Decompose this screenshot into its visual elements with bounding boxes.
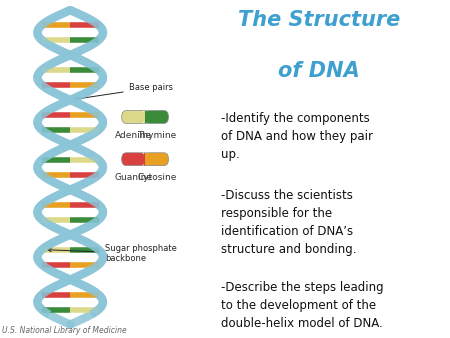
- Text: -Discuss the scientists
responsible for the
identification of DNA’s
structure an: -Discuss the scientists responsible for …: [221, 189, 356, 256]
- Text: -Identify the components
of DNA and how they pair
up.: -Identify the components of DNA and how …: [221, 112, 373, 161]
- FancyBboxPatch shape: [145, 153, 168, 166]
- Text: Guanine: Guanine: [114, 173, 153, 182]
- FancyBboxPatch shape: [122, 153, 145, 166]
- Text: Base pairs: Base pairs: [74, 83, 173, 100]
- FancyBboxPatch shape: [145, 111, 168, 123]
- Bar: [145, 153, 148, 166]
- Bar: [144, 111, 146, 123]
- FancyBboxPatch shape: [122, 111, 145, 123]
- Bar: [144, 153, 146, 166]
- Text: Sugar phosphate
backbone: Sugar phosphate backbone: [48, 244, 177, 263]
- Text: of DNA: of DNA: [278, 61, 360, 81]
- Bar: [145, 111, 148, 123]
- Text: Thymine: Thymine: [137, 131, 176, 140]
- Text: The Structure: The Structure: [238, 10, 400, 30]
- Text: Cytosine: Cytosine: [137, 173, 176, 182]
- Text: -Describe the steps leading
to the development of the
double-helix model of DNA.: -Describe the steps leading to the devel…: [221, 281, 384, 330]
- Text: U.S. National Library of Medicine: U.S. National Library of Medicine: [2, 325, 127, 335]
- Text: Adenine: Adenine: [115, 131, 152, 140]
